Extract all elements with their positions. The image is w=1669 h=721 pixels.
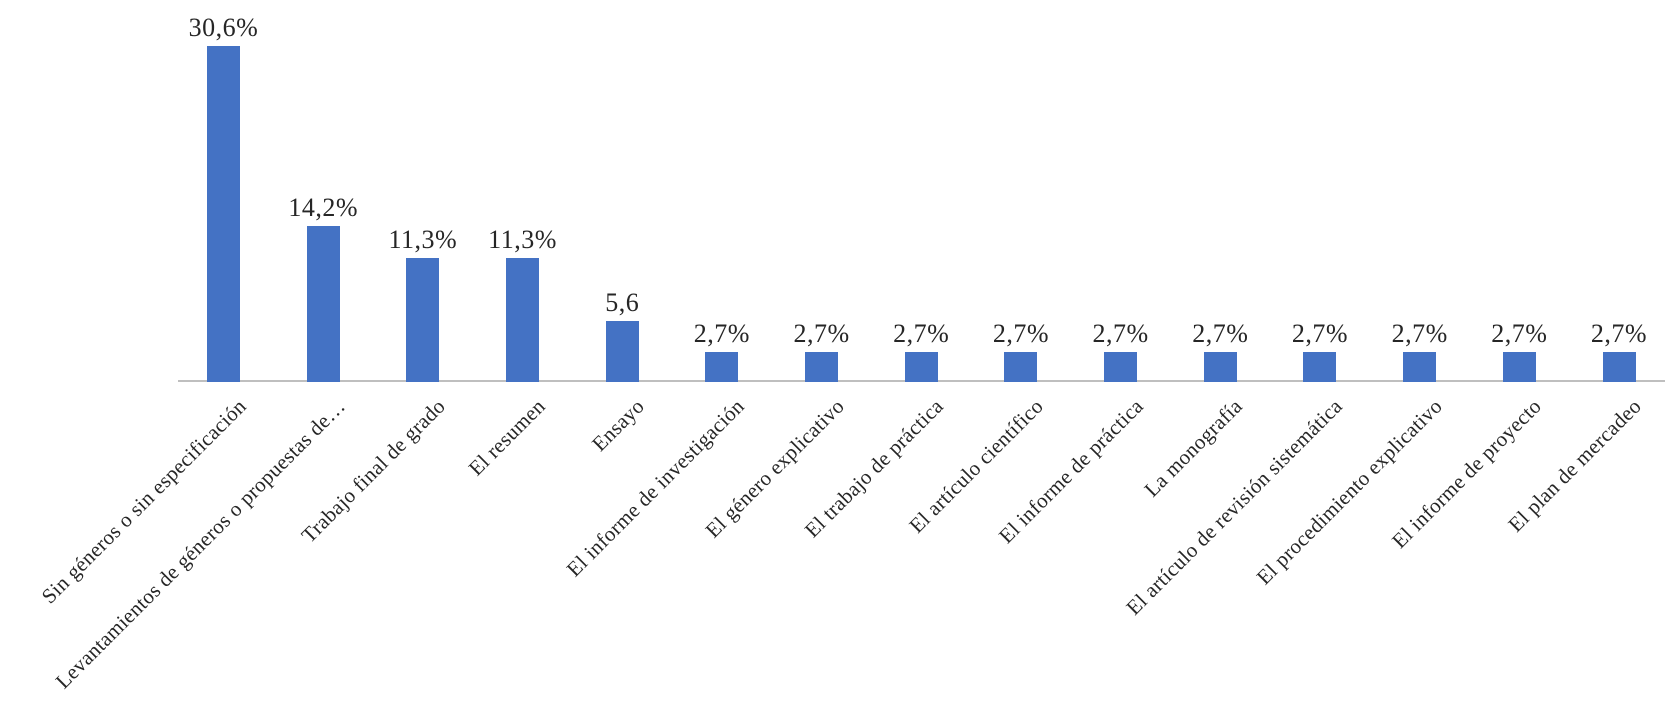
data-label: 14,2% [288, 193, 358, 222]
bar [1502, 352, 1536, 382]
bar [306, 226, 340, 382]
data-label: 2,7% [1391, 319, 1448, 348]
data-label: 2,7% [1092, 319, 1149, 348]
bar [904, 352, 938, 382]
data-label: 11,3% [388, 225, 458, 254]
bar [605, 321, 639, 382]
bar [1104, 352, 1138, 382]
bar [705, 352, 739, 382]
data-label: 2,7% [1192, 319, 1249, 348]
data-label: 2,7% [693, 319, 750, 348]
data-label: 5,6 [605, 288, 640, 317]
bar [1303, 352, 1337, 382]
data-label: 11,3% [488, 225, 557, 254]
bar [1203, 352, 1237, 382]
data-label: 30,6% [188, 13, 259, 42]
x-axis-label: Sin géneros o sin especificación [36, 394, 251, 609]
data-label: 2,7% [893, 319, 950, 348]
bar [207, 46, 240, 382]
data-label: 2,7% [1590, 319, 1648, 348]
data-label: 2,7% [793, 319, 850, 348]
bar [805, 352, 839, 382]
bar [1403, 352, 1437, 382]
data-label: 2,7% [1491, 319, 1548, 348]
bar [406, 258, 440, 382]
data-label: 2,7% [1291, 319, 1349, 348]
bar [506, 258, 540, 382]
bar [1004, 352, 1038, 382]
data-label: 2,7% [992, 319, 1050, 348]
bar [1602, 352, 1636, 382]
